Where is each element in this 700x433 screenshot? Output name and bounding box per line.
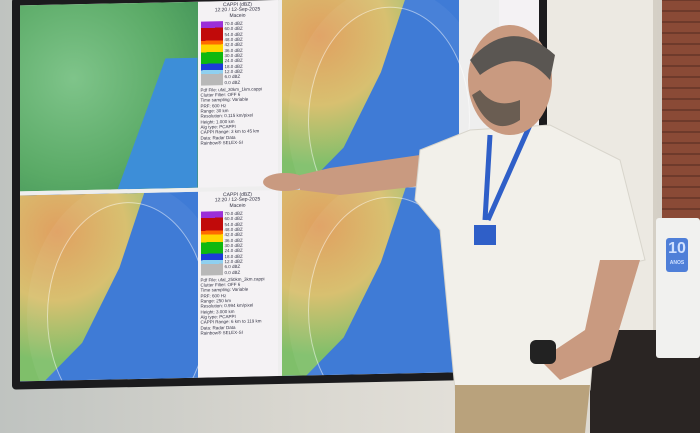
id-badge — [474, 225, 496, 245]
satellite-map — [20, 1, 198, 192]
logo-word: ANOS — [669, 260, 685, 266]
brick-wall — [662, 0, 700, 230]
pointing-hand — [263, 173, 307, 191]
panel-radar-bottom-left: CAPPI (dBZ) 12:20 / 12-Sep-2025 Maceio 7… — [20, 190, 278, 382]
panel-satellite: CAPPI (dBZ) 12:20 / 12-Sep-2025 Maceio 7… — [20, 0, 278, 192]
color-scale — [200, 211, 223, 276]
wristwatch — [530, 340, 556, 364]
pants — [455, 385, 590, 433]
color-scale — [200, 21, 223, 86]
left-arm — [540, 260, 640, 380]
arm — [300, 155, 430, 195]
radar-map — [20, 191, 198, 382]
beard — [472, 90, 520, 127]
anniversary-logo: 10 ANOS — [666, 238, 688, 272]
logo-number: 10 — [668, 240, 686, 257]
legend-site: Maceio — [229, 12, 246, 19]
lanyard — [482, 123, 533, 222]
man-pointing — [263, 25, 646, 433]
hair — [470, 36, 555, 80]
